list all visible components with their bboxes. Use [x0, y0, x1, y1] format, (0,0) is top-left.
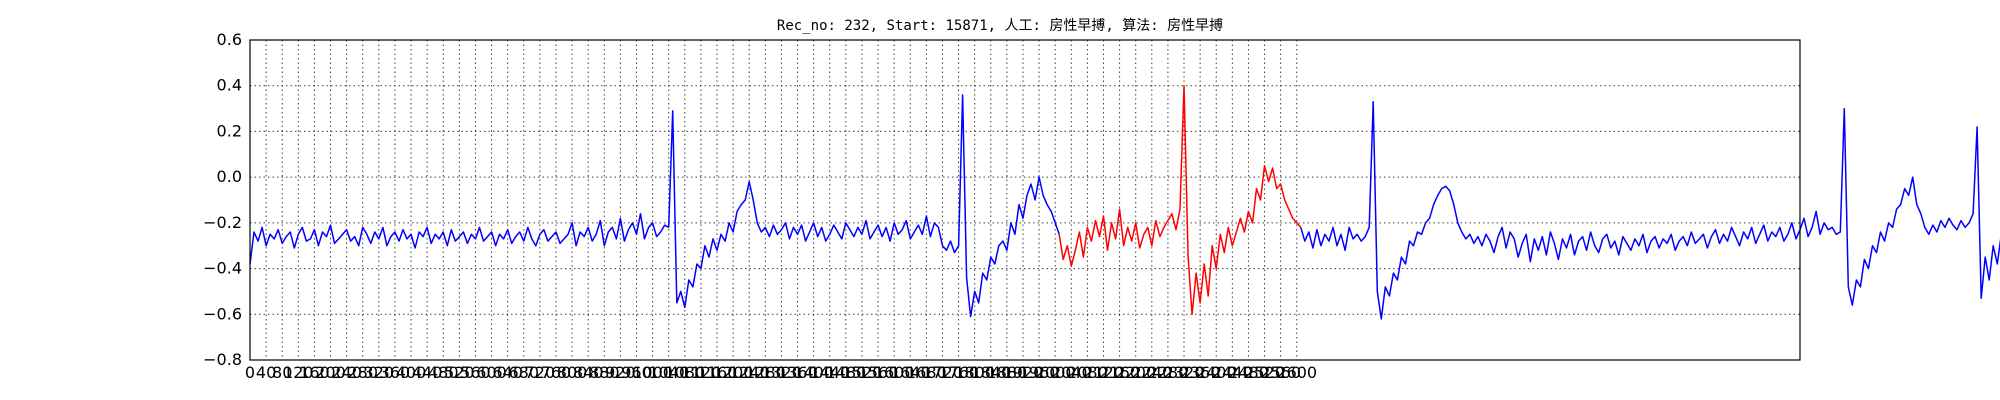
- x-tick-label: 1080: [664, 363, 705, 382]
- x-axis-ticks: 0 408012016020024028032036040044048052056…: [245, 363, 1317, 382]
- x-tick-label: 2480: [1228, 363, 1269, 382]
- x-tick-label: 2280: [1148, 363, 1189, 382]
- x-tick-label: 280: [347, 363, 378, 382]
- x-tick-label: 880: [589, 363, 620, 382]
- x-tick-label: 40: [256, 363, 276, 382]
- x-tick-label: 2360: [1180, 363, 1221, 382]
- x-tick-label: 2240: [1131, 363, 1172, 382]
- ecg-series-line: [1300, 100, 2000, 320]
- x-tick-label: 640: [492, 363, 523, 382]
- y-tick-label: −0.6: [203, 304, 242, 323]
- x-tick-label: 920: [605, 363, 636, 382]
- x-tick-label: 1960: [1019, 363, 1060, 382]
- x-tick-label: 2000: [1035, 363, 1076, 382]
- x-tick-label: 1600: [874, 363, 915, 382]
- x-tick-label: 400: [396, 363, 427, 382]
- y-tick-label: 0.0: [217, 167, 242, 186]
- x-tick-label: 1640: [890, 363, 931, 382]
- y-axis-ticks: 0.6 0.4 0.2 0.0 −0.2 −0.4 −0.6 −0.8: [203, 30, 242, 369]
- x-tick-label: 1920: [1003, 363, 1044, 382]
- x-tick-label: 1000: [632, 363, 673, 382]
- x-tick-label: 2080: [1067, 363, 1108, 382]
- x-tick-label: 120: [283, 363, 314, 382]
- x-tick-label: 440: [412, 363, 443, 382]
- x-tick-label: 1320: [761, 363, 802, 382]
- x-tick-label: 2160: [1099, 363, 1140, 382]
- x-tick-label: 2560: [1260, 363, 1301, 382]
- x-tick-label: 720: [525, 363, 556, 382]
- y-tick-label: −0.4: [203, 259, 242, 278]
- ecg-series-line: [249, 94, 1060, 318]
- x-tick-label: 960: [621, 363, 652, 382]
- x-tick-label: 680: [508, 363, 539, 382]
- x-tick-label: 2440: [1212, 363, 1253, 382]
- y-tick-label: −0.8: [203, 350, 242, 369]
- x-tick-label: 1880: [987, 363, 1028, 382]
- x-tick-label: 760: [541, 363, 572, 382]
- x-tick-label: 1760: [938, 363, 979, 382]
- x-tick-label: 200: [315, 363, 346, 382]
- x-tick-label: 1040: [648, 363, 689, 382]
- series-layer: [249, 84, 2000, 320]
- y-tick-label: −0.2: [203, 213, 242, 232]
- x-tick-label: 2520: [1244, 363, 1285, 382]
- x-tick-label: 600: [476, 363, 507, 382]
- grid-layer: [250, 40, 1800, 360]
- y-tick-label: 0.2: [217, 121, 242, 140]
- x-tick-label: 1280: [745, 363, 786, 382]
- y-tick-label: 0.4: [217, 76, 242, 95]
- x-tick-label: 1840: [970, 363, 1011, 382]
- x-tick-label: 2120: [1083, 363, 1124, 382]
- x-tick-label: 1400: [793, 363, 834, 382]
- x-tick-label: 1200: [713, 363, 754, 382]
- x-tick-label: 1520: [842, 363, 883, 382]
- x-tick-label: 840: [573, 363, 604, 382]
- x-tick-label: 2040: [1051, 363, 1092, 382]
- x-tick-label: 1800: [954, 363, 995, 382]
- y-tick-label: 0.6: [217, 30, 242, 49]
- ecg-highlight-line: [1058, 84, 1302, 316]
- x-tick-label: 1440: [809, 363, 850, 382]
- x-tick-label: 800: [557, 363, 588, 382]
- x-tick-label: 520: [444, 363, 475, 382]
- x-tick-label: 80: [272, 363, 292, 382]
- x-tick-label: 1120: [681, 363, 722, 382]
- x-tick-label: 480: [428, 363, 459, 382]
- x-tick-label: 320: [364, 363, 395, 382]
- x-tick-label: 160: [299, 363, 330, 382]
- x-tick-label: 1680: [906, 363, 947, 382]
- x-tick-label: 2400: [1196, 363, 1237, 382]
- x-tick-label: 2600: [1276, 363, 1317, 382]
- x-tick-label: 0: [245, 363, 255, 382]
- x-tick-label: 2200: [1115, 363, 1156, 382]
- chart-title: Rec_no: 232, Start: 15871, 人工: 房性早搏, 算法:…: [777, 17, 1223, 34]
- x-tick-label: 560: [460, 363, 491, 382]
- x-tick-label: 1160: [697, 363, 738, 382]
- x-tick-label: 1480: [825, 363, 866, 382]
- x-tick-label: 1360: [777, 363, 818, 382]
- plot-frame: [249, 39, 1801, 361]
- x-tick-label: 360: [380, 363, 411, 382]
- x-tick-label: 1240: [729, 363, 770, 382]
- x-tick-label: 1720: [922, 363, 963, 382]
- x-tick-label: 240: [331, 363, 362, 382]
- x-tick-label: 1560: [858, 363, 899, 382]
- x-tick-label: 2320: [1164, 363, 1205, 382]
